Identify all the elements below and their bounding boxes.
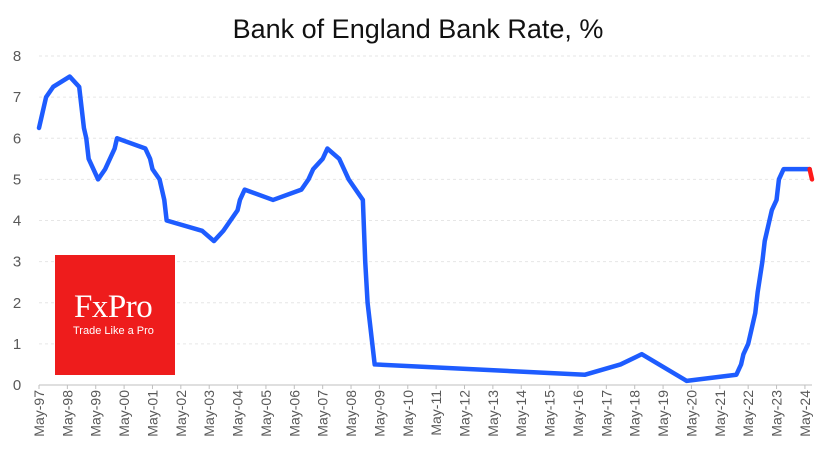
x-tick-label: May-10 [400, 390, 416, 437]
y-tick-label: 6 [13, 130, 21, 147]
x-tick-label: May-04 [230, 390, 246, 437]
y-tick-label: 2 [13, 295, 21, 312]
x-tick-label: May-21 [712, 390, 728, 437]
y-tick-label: 7 [13, 89, 21, 106]
chart-title: Bank of England Bank Rate, % [232, 14, 604, 44]
x-tick-label: May-08 [343, 390, 359, 437]
x-tick-label: May-20 [683, 390, 699, 437]
x-tick-label: May-22 [740, 390, 756, 437]
x-tick-label: May-98 [59, 390, 75, 437]
y-tick-label: 4 [13, 213, 21, 230]
x-tick-label: May-18 [627, 390, 643, 437]
x-tick-label: May-16 [570, 390, 586, 437]
x-tick-label: May-11 [428, 390, 444, 436]
logo-name: FxPro [74, 289, 153, 325]
series-line-latest [807, 166, 815, 182]
x-axis: May-97 May-98 May-99 May-00 May-01 May-02 May-… [31, 385, 813, 437]
x-tick-label: May-02 [173, 390, 189, 437]
series-lines [36, 74, 815, 384]
logo-tagline: Trade Like a Pro [73, 325, 154, 337]
x-tick-label: May-23 [769, 390, 785, 437]
y-tick-label: 1 [13, 336, 21, 353]
series-line-bank-rate [36, 74, 812, 384]
x-tick-label: May-14 [513, 390, 529, 437]
fxpro-logo: FxPro Trade Like a Pro [55, 255, 175, 375]
x-tick-label: May-09 [371, 390, 387, 437]
x-tick-label: May-12 [457, 390, 473, 437]
x-tick-label: May-07 [315, 390, 331, 437]
x-tick-label: May-01 [144, 390, 160, 437]
x-tick-label: May-97 [31, 390, 47, 437]
x-tick-label: May-06 [286, 390, 302, 437]
y-tick-label: 5 [13, 171, 21, 188]
x-tick-label: May-99 [88, 390, 104, 437]
x-tick-label: May-03 [201, 390, 217, 437]
x-tick-label: May-00 [116, 390, 132, 437]
x-tick-label: May-19 [655, 390, 671, 437]
y-tick-label: 8 [13, 48, 21, 65]
x-tick-label: May-05 [258, 390, 274, 437]
y-tick-label: 0 [13, 377, 21, 394]
x-tick-label: May-17 [598, 390, 614, 437]
x-tick-label: May-24 [797, 390, 813, 437]
y-tick-label: 3 [13, 254, 21, 271]
y-axis: 0 1 2 3 4 5 6 7 8 [13, 48, 21, 394]
x-tick-label: May-15 [542, 390, 558, 437]
x-tick-label: May-13 [485, 390, 501, 437]
